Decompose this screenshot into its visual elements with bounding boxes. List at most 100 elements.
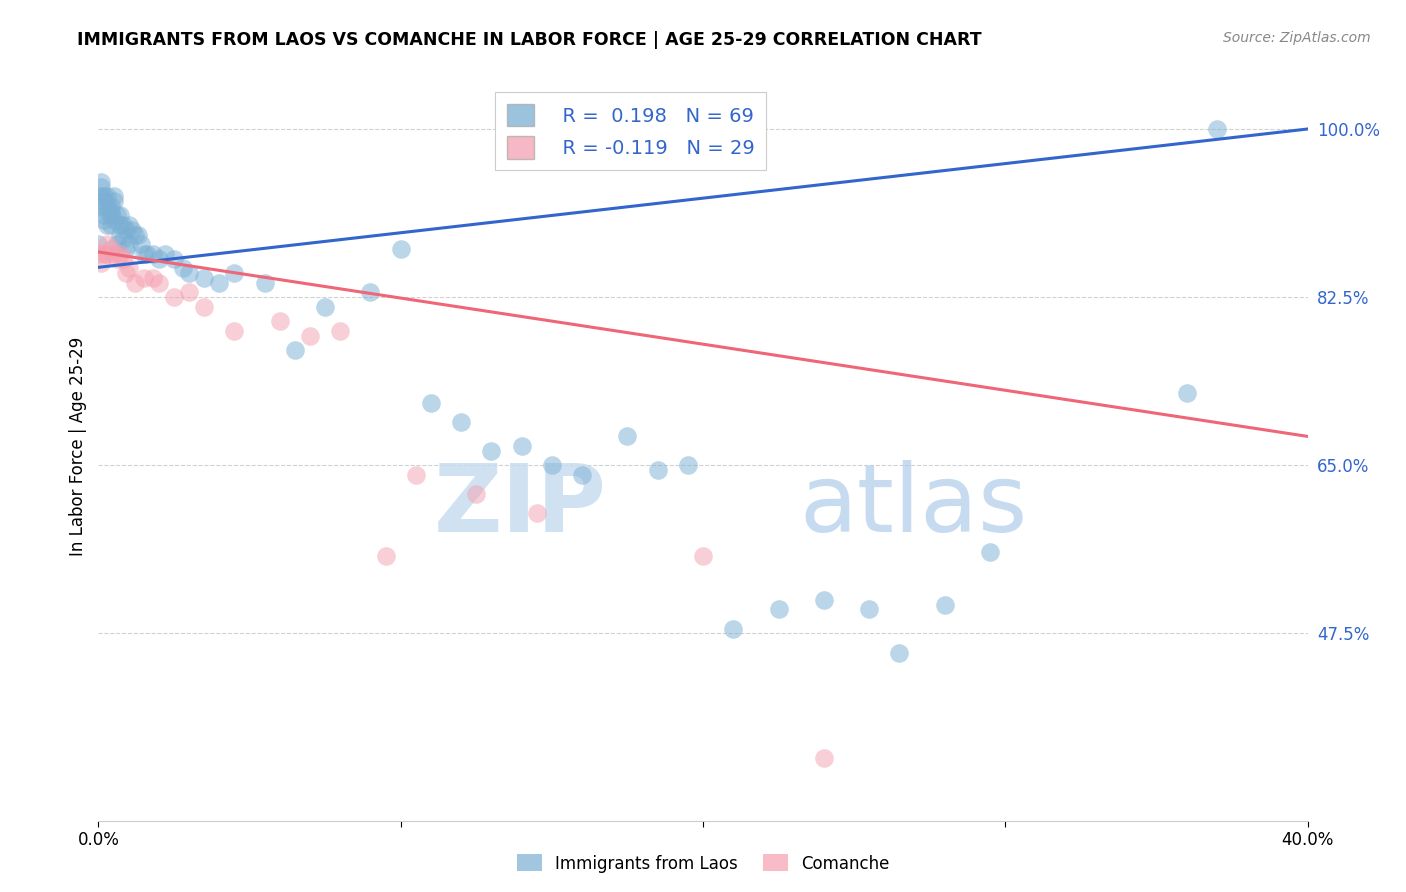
Point	[314, 300, 336, 314]
Point	[135, 247, 157, 261]
Point	[132, 271, 155, 285]
Point	[420, 396, 443, 410]
Point	[96, 203, 118, 218]
Point	[540, 458, 562, 473]
Point	[813, 751, 835, 765]
Point	[121, 223, 143, 237]
Point	[105, 237, 128, 252]
Point	[124, 276, 146, 290]
Point	[692, 549, 714, 564]
Point	[96, 218, 118, 232]
Point	[1206, 122, 1229, 136]
Point	[934, 598, 956, 612]
Point	[979, 544, 1001, 558]
Point	[172, 261, 194, 276]
Point	[142, 271, 165, 285]
Point	[813, 592, 835, 607]
Point	[526, 506, 548, 520]
Point	[96, 199, 118, 213]
Point	[465, 487, 488, 501]
Point	[616, 429, 638, 443]
Point	[96, 247, 118, 261]
Point	[118, 218, 141, 232]
Point	[510, 439, 533, 453]
Point	[105, 209, 128, 223]
Point	[127, 227, 149, 242]
Point	[129, 237, 152, 252]
Point	[224, 266, 246, 280]
Text: ZIP: ZIP	[433, 460, 606, 552]
Point	[132, 247, 155, 261]
Point	[90, 199, 112, 213]
Point	[96, 189, 118, 203]
Point	[93, 247, 115, 261]
Point	[90, 189, 112, 203]
Point	[105, 252, 128, 266]
Point	[299, 328, 322, 343]
Point	[193, 300, 215, 314]
Point	[858, 602, 880, 616]
Point	[96, 237, 118, 252]
Point	[108, 209, 131, 223]
Point	[124, 227, 146, 242]
Point	[103, 247, 125, 261]
Point	[360, 285, 382, 300]
Point	[723, 622, 745, 636]
Point	[389, 242, 412, 256]
Point	[329, 324, 352, 338]
Point	[100, 203, 122, 218]
Point	[208, 276, 231, 290]
Point	[768, 602, 790, 616]
Point	[90, 256, 112, 270]
Point	[889, 646, 911, 660]
Point	[100, 199, 122, 213]
Point	[193, 271, 215, 285]
Point	[100, 242, 122, 256]
Point	[93, 189, 115, 203]
Y-axis label: In Labor Force | Age 25-29: In Labor Force | Age 25-29	[69, 336, 87, 556]
Point	[114, 223, 136, 237]
Point	[676, 458, 699, 473]
Point	[1175, 386, 1198, 401]
Text: IMMIGRANTS FROM LAOS VS COMANCHE IN LABOR FORCE | AGE 25-29 CORRELATION CHART: IMMIGRANTS FROM LAOS VS COMANCHE IN LABO…	[77, 31, 981, 49]
Point	[114, 242, 136, 256]
Point	[118, 261, 141, 276]
Point	[108, 247, 131, 261]
Point	[148, 276, 170, 290]
Point	[103, 213, 125, 227]
Point	[93, 194, 115, 208]
Point	[87, 247, 110, 261]
Point	[224, 324, 246, 338]
Point	[90, 179, 112, 194]
Point	[269, 314, 291, 328]
Point	[647, 463, 669, 477]
Point	[93, 213, 115, 227]
Point	[111, 218, 134, 232]
Point	[179, 285, 201, 300]
Point	[118, 237, 141, 252]
Point	[481, 443, 503, 458]
Point	[111, 252, 134, 266]
Legend: Immigrants from Laos, Comanche: Immigrants from Laos, Comanche	[510, 847, 896, 880]
Point	[90, 175, 112, 189]
Point	[100, 218, 122, 232]
Point	[108, 218, 131, 232]
Point	[100, 209, 122, 223]
Point	[179, 266, 201, 280]
Point	[111, 232, 134, 246]
Point	[153, 247, 176, 261]
Legend:   R =  0.198   N = 69,   R = -0.119   N = 29: R = 0.198 N = 69, R = -0.119 N = 29	[495, 92, 766, 170]
Point	[253, 276, 276, 290]
Point	[163, 252, 186, 266]
Point	[103, 189, 125, 203]
Point	[114, 266, 136, 280]
Point	[103, 194, 125, 208]
Point	[571, 467, 593, 482]
Text: Source: ZipAtlas.com: Source: ZipAtlas.com	[1223, 31, 1371, 45]
Point	[163, 290, 186, 304]
Point	[142, 247, 165, 261]
Point	[148, 252, 170, 266]
Point	[405, 467, 427, 482]
Point	[450, 415, 472, 429]
Point	[108, 227, 131, 242]
